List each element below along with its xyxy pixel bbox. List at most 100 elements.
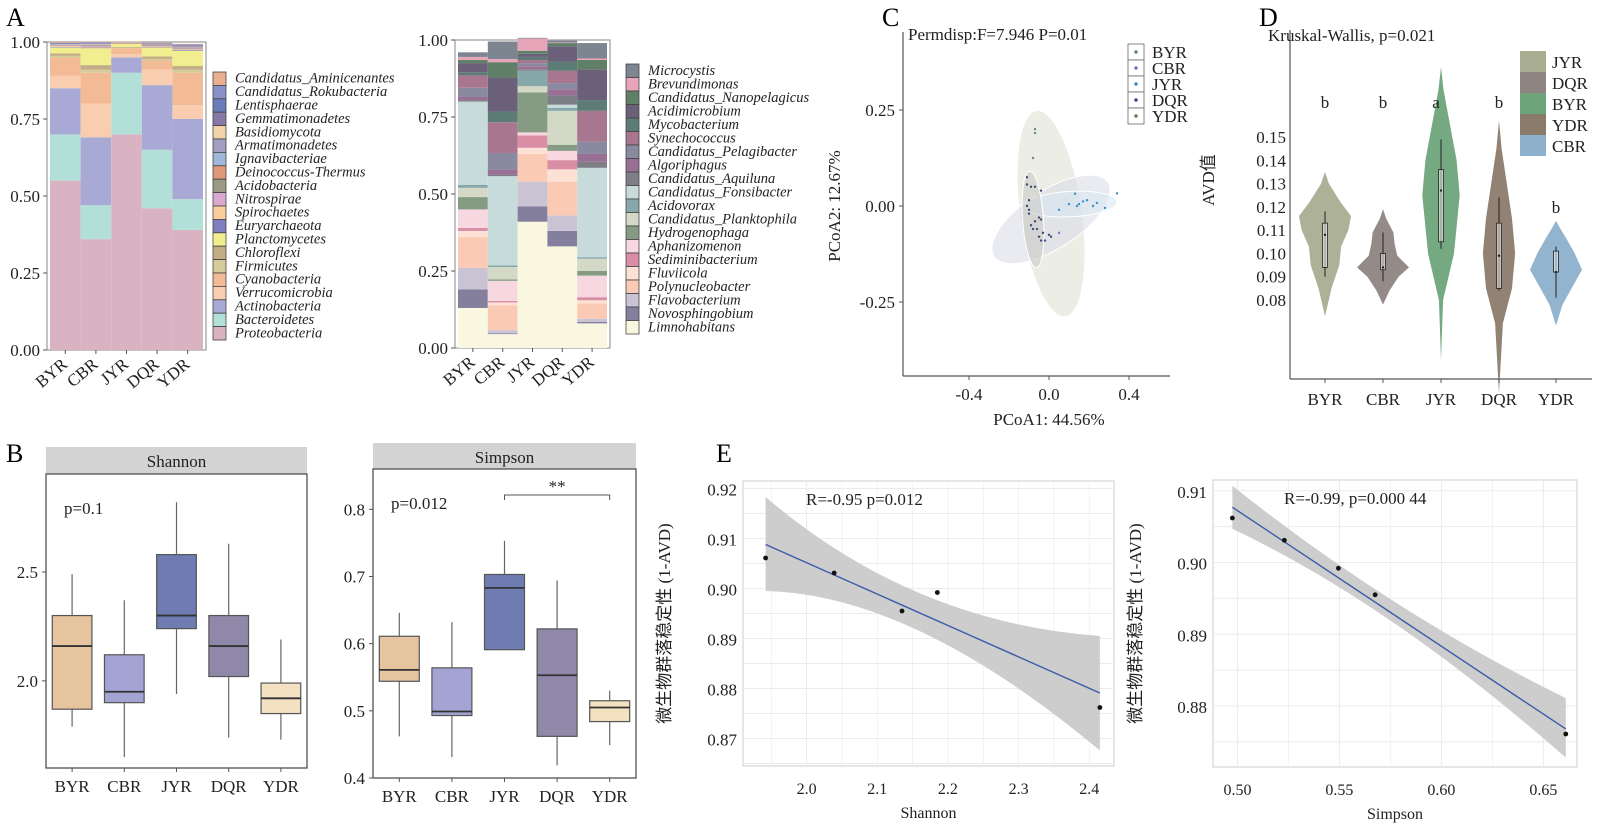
bar-segment-algoriphagus: [577, 153, 607, 162]
bar-segment-candidatus_aminicenantes: [141, 42, 173, 44]
x-tick-label: 2.3: [1009, 781, 1029, 798]
legend-swatch: [212, 205, 227, 220]
legend-label: Acidobacteria: [234, 178, 317, 194]
legend-label: Deinococcus-Thermus: [234, 165, 366, 181]
legend-label: CBR: [1152, 59, 1187, 78]
data-point-dqr: [1035, 227, 1039, 231]
bar-segment-candidatus_fonsibacter: [577, 167, 607, 258]
x-tick-label: YDR: [558, 352, 598, 390]
bar-segment-candidatus_pelagibacter: [547, 83, 578, 90]
bar-segment-limnohabitans: [487, 334, 518, 348]
legend-swatch: [1520, 135, 1546, 156]
legend-swatch: [625, 212, 640, 227]
bar-segment-euryarchaeota: [141, 46, 173, 48]
legend-label: Microcystis: [647, 63, 715, 79]
bar-segment-hydrogenophaga: [547, 144, 578, 151]
y-tick-label: 2.5: [17, 563, 38, 582]
x-tick-label: CBR: [1366, 390, 1401, 409]
bar-segment-euryarchaeota: [80, 47, 112, 49]
data-point-dqr: [1041, 231, 1045, 235]
legend-swatch: [212, 98, 227, 113]
bar-segment-nitrospirae: [141, 46, 173, 47]
p-value-annotation: p=0.1: [64, 499, 103, 518]
y-tick-label: 0.88: [707, 681, 737, 700]
bar-segment-mycobacterium: [458, 72, 488, 76]
legend-swatch: [625, 320, 640, 335]
significance-letter: b: [1495, 93, 1504, 112]
legend-swatch: [212, 272, 227, 287]
bar-segment-acidobacteria: [172, 47, 203, 49]
bar-segment-planctomycetes: [141, 47, 173, 57]
bar-segment-aphanizomenon: [458, 209, 488, 228]
facet-strip: [46, 447, 307, 474]
legend-label: Novosphingobium: [647, 306, 754, 322]
x-tick-label: 2.0: [797, 781, 817, 798]
median-point: [1497, 254, 1501, 257]
legend-label: Flavobacterium: [647, 292, 741, 308]
bar-segment-synechococcus: [547, 70, 578, 84]
bar-segment-basidiomycota: [80, 43, 112, 45]
bar-segment-fluviicola: [547, 169, 578, 182]
legend-swatch: [212, 285, 227, 301]
legend-label: Algoriphagus: [647, 157, 727, 173]
x-tick-label: DQR: [539, 787, 576, 806]
median-point: [1554, 270, 1558, 274]
legend-swatch: [625, 104, 640, 119]
x-tick-label: 2.4: [1079, 781, 1099, 798]
bar-segment-basidiomycota: [172, 46, 203, 48]
data-point: [763, 555, 769, 561]
bar-segment-polynucleobacter: [517, 153, 548, 182]
x-tick-label: DQR: [123, 354, 163, 392]
y-tick-label: 0.91: [1177, 483, 1207, 502]
data-point: [934, 590, 940, 595]
median-point: [1323, 233, 1327, 236]
bar-segment-brevundimonas: [517, 38, 548, 51]
legend-label: Gemmatimonadetes: [235, 111, 351, 127]
bar-segment-brevundimonas: [577, 58, 607, 61]
bar-segment-firmicutes: [172, 69, 203, 73]
bar-segment-candidatus_nanopelagicus: [547, 43, 578, 47]
bar-segment-novosphingobium: [458, 289, 488, 308]
bar-segment-nitrospirae: [80, 46, 112, 47]
y-tick-label: 2.0: [17, 672, 38, 691]
bar-segment-flavobacterium: [517, 181, 548, 207]
bar-segment-acidovorax: [487, 265, 518, 267]
bar-segment-synechococcus: [517, 60, 548, 64]
confidence-ellipse-dqr: [1021, 170, 1045, 269]
data-point-cbr: [1057, 231, 1061, 235]
bar-segment-candidatus_rokubacteria: [172, 44, 203, 46]
bar-segment-acidimicrobium: [577, 69, 607, 101]
data-point: [831, 570, 837, 576]
data-point-jyr: [1091, 204, 1095, 208]
bar-segment-chloroflexi: [80, 65, 112, 70]
confidence-band: [1232, 485, 1566, 758]
bar-segment-bacteroidetes: [80, 205, 112, 240]
bar-segment-sediminibacterium: [517, 135, 548, 148]
legend-label: Hydrogenophaga: [647, 225, 749, 241]
data-point-dqr: [1049, 235, 1053, 238]
legend-label: Planctomycetes: [234, 232, 326, 248]
bar-segment-brevundimonas: [547, 42, 578, 44]
data-point-jyr: [1085, 199, 1089, 202]
data-point: [1563, 731, 1569, 737]
bar-segment-spirochaetes: [50, 46, 81, 47]
bar-segment-deinococcus-thermus: [80, 45, 112, 46]
data-point-jyr: [1073, 192, 1077, 195]
legend-marker: [1134, 66, 1138, 70]
bar-segment-firmicutes: [80, 69, 112, 73]
legend-swatch: [625, 158, 640, 173]
bar-segment-mycobacterium: [517, 56, 548, 61]
bar-segment-acidovorax: [577, 257, 607, 259]
bar-segment-aphanizomenon: [517, 132, 548, 136]
box-cbr: [431, 667, 473, 717]
bar-segment-limnohabitans: [458, 307, 488, 348]
bar-segment-planctomycetes: [111, 43, 142, 47]
bar-segment-candidatus_pelagibacter: [577, 141, 607, 154]
x-axis-title: Shannon: [901, 805, 957, 822]
legend-marker: [1134, 114, 1138, 118]
y-axis-title: PCoA2: 12.67%: [825, 150, 844, 261]
legend-label: Nitrospirae: [234, 191, 302, 207]
bar-segment-novosphingobium: [517, 206, 548, 222]
bar-segment-candidatus_aquiluna: [487, 174, 518, 177]
bar-segment-aphanizomenon: [547, 150, 578, 161]
